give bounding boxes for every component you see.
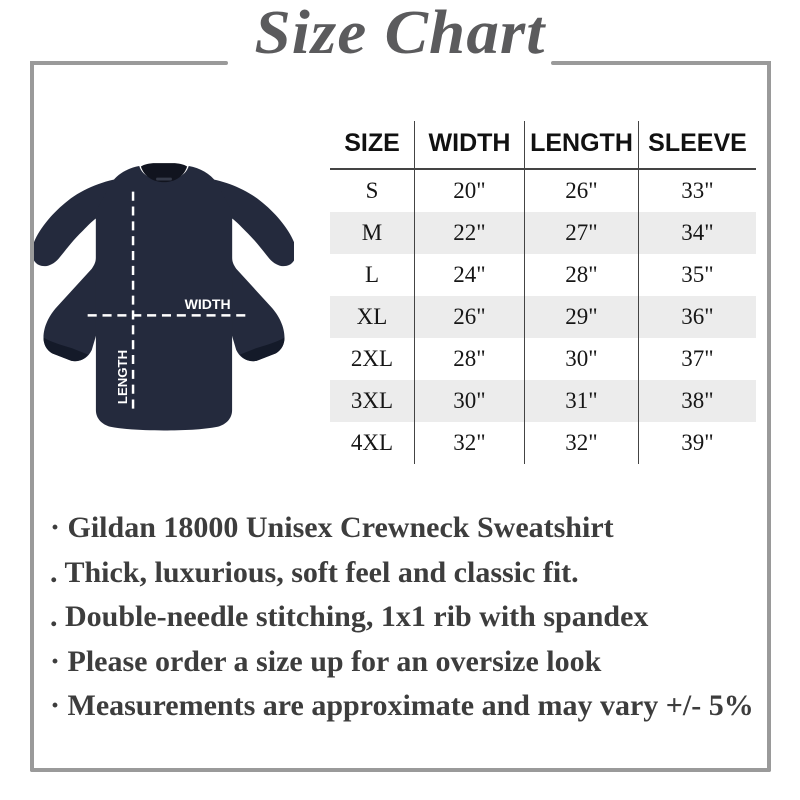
svg-text:LENGTH: LENGTH — [115, 350, 130, 404]
svg-text:WIDTH: WIDTH — [185, 296, 231, 312]
